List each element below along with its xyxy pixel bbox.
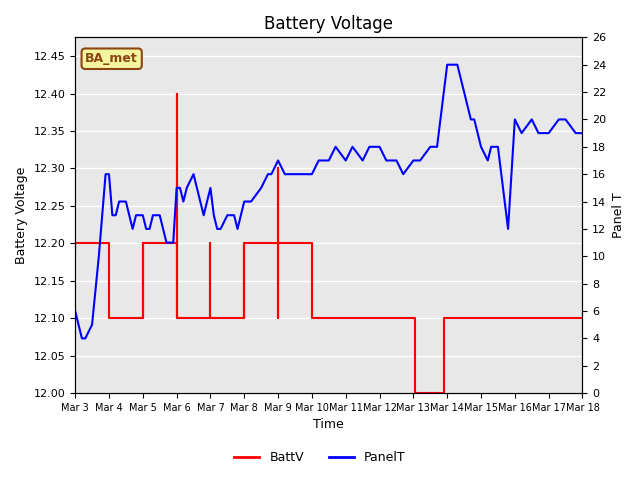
Title: Battery Voltage: Battery Voltage <box>264 15 394 33</box>
Y-axis label: Battery Voltage: Battery Voltage <box>15 167 28 264</box>
Y-axis label: Panel T: Panel T <box>612 192 625 238</box>
X-axis label: Time: Time <box>314 419 344 432</box>
Legend: BattV, PanelT: BattV, PanelT <box>229 446 411 469</box>
Text: BA_met: BA_met <box>85 52 138 65</box>
